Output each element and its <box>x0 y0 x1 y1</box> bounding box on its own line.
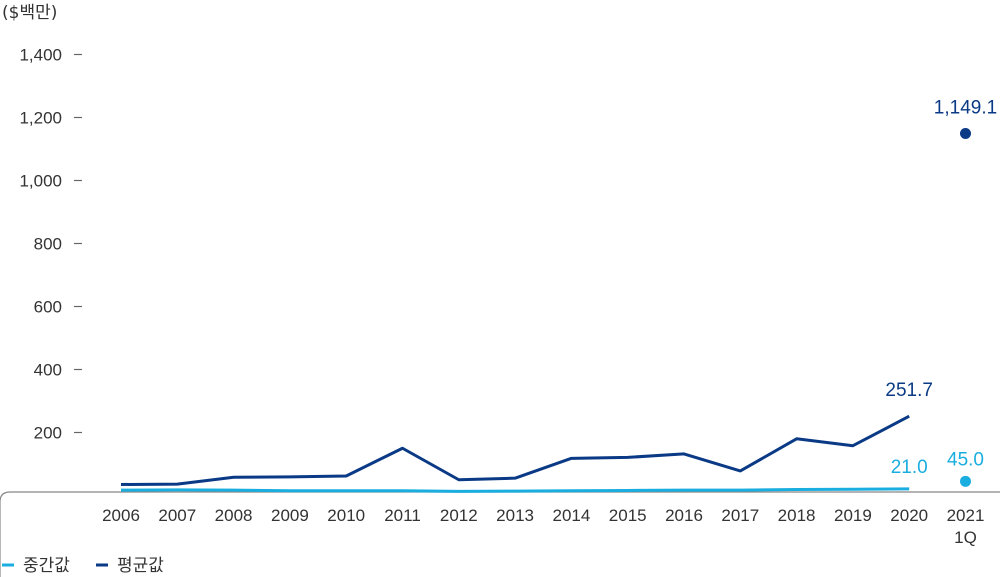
series-line-1 <box>120 414 910 486</box>
series-layer <box>120 128 971 493</box>
y-axis: 200 400 600 800 1,000 1,200 1,400 <box>19 46 82 443</box>
series-point-0 <box>960 475 971 487</box>
x-tick-label: 2015 <box>609 506 647 525</box>
y-tick-label: 1,000 <box>19 172 62 191</box>
x-tick-label: 2020 <box>890 506 928 525</box>
data-label: 251.7 <box>885 380 933 401</box>
x-axis-baseline <box>0 491 1000 577</box>
data-label: 1,149.1 <box>934 98 997 119</box>
x-tick-label: 2009 <box>271 506 309 525</box>
x-tick-label: 2016 <box>665 506 703 525</box>
x-tick-label: 2013 <box>496 506 534 525</box>
x-tick-label: 2012 <box>440 506 478 525</box>
y-tick-label: 1,400 <box>19 46 62 65</box>
y-tick-label: 400 <box>34 361 62 380</box>
series-point-1 <box>960 128 971 140</box>
x-tick-label: 2008 <box>215 506 253 525</box>
y-tick-label: 600 <box>34 298 62 317</box>
x-tick-label: 2018 <box>778 506 816 525</box>
x-tick-label: 2011 <box>384 506 421 525</box>
legend-label: 평균값 <box>117 556 164 576</box>
x-tick-label: 2019 <box>834 506 872 525</box>
data-label: 21.0 <box>891 457 928 478</box>
data-labels-layer: 251.7 1,149.1 21.0 45.0 <box>885 98 997 478</box>
y-axis-unit-label: ($백만) <box>2 3 57 23</box>
x-tick-label: 2021 1Q <box>947 506 985 547</box>
x-tick-label: 2017 <box>721 506 759 525</box>
y-tick-label: 800 <box>34 235 62 254</box>
x-tick-label: 2007 <box>158 506 196 525</box>
y-tick-label: 1,200 <box>19 109 62 128</box>
x-tick-label: 2010 <box>327 506 365 525</box>
data-label: 45.0 <box>947 449 984 470</box>
y-tick-label: 200 <box>34 424 62 443</box>
series-line-0 <box>120 487 910 493</box>
x-tick-label: 2014 <box>552 506 590 525</box>
legend-label: 중간값 <box>23 556 70 576</box>
legend: 중간값 평균값 <box>2 556 164 576</box>
x-tick-label: 2006 <box>102 506 140 525</box>
x-axis: 2006 2007 2008 2009 2010 2011 2012 2013 2014 2015… <box>102 506 984 547</box>
